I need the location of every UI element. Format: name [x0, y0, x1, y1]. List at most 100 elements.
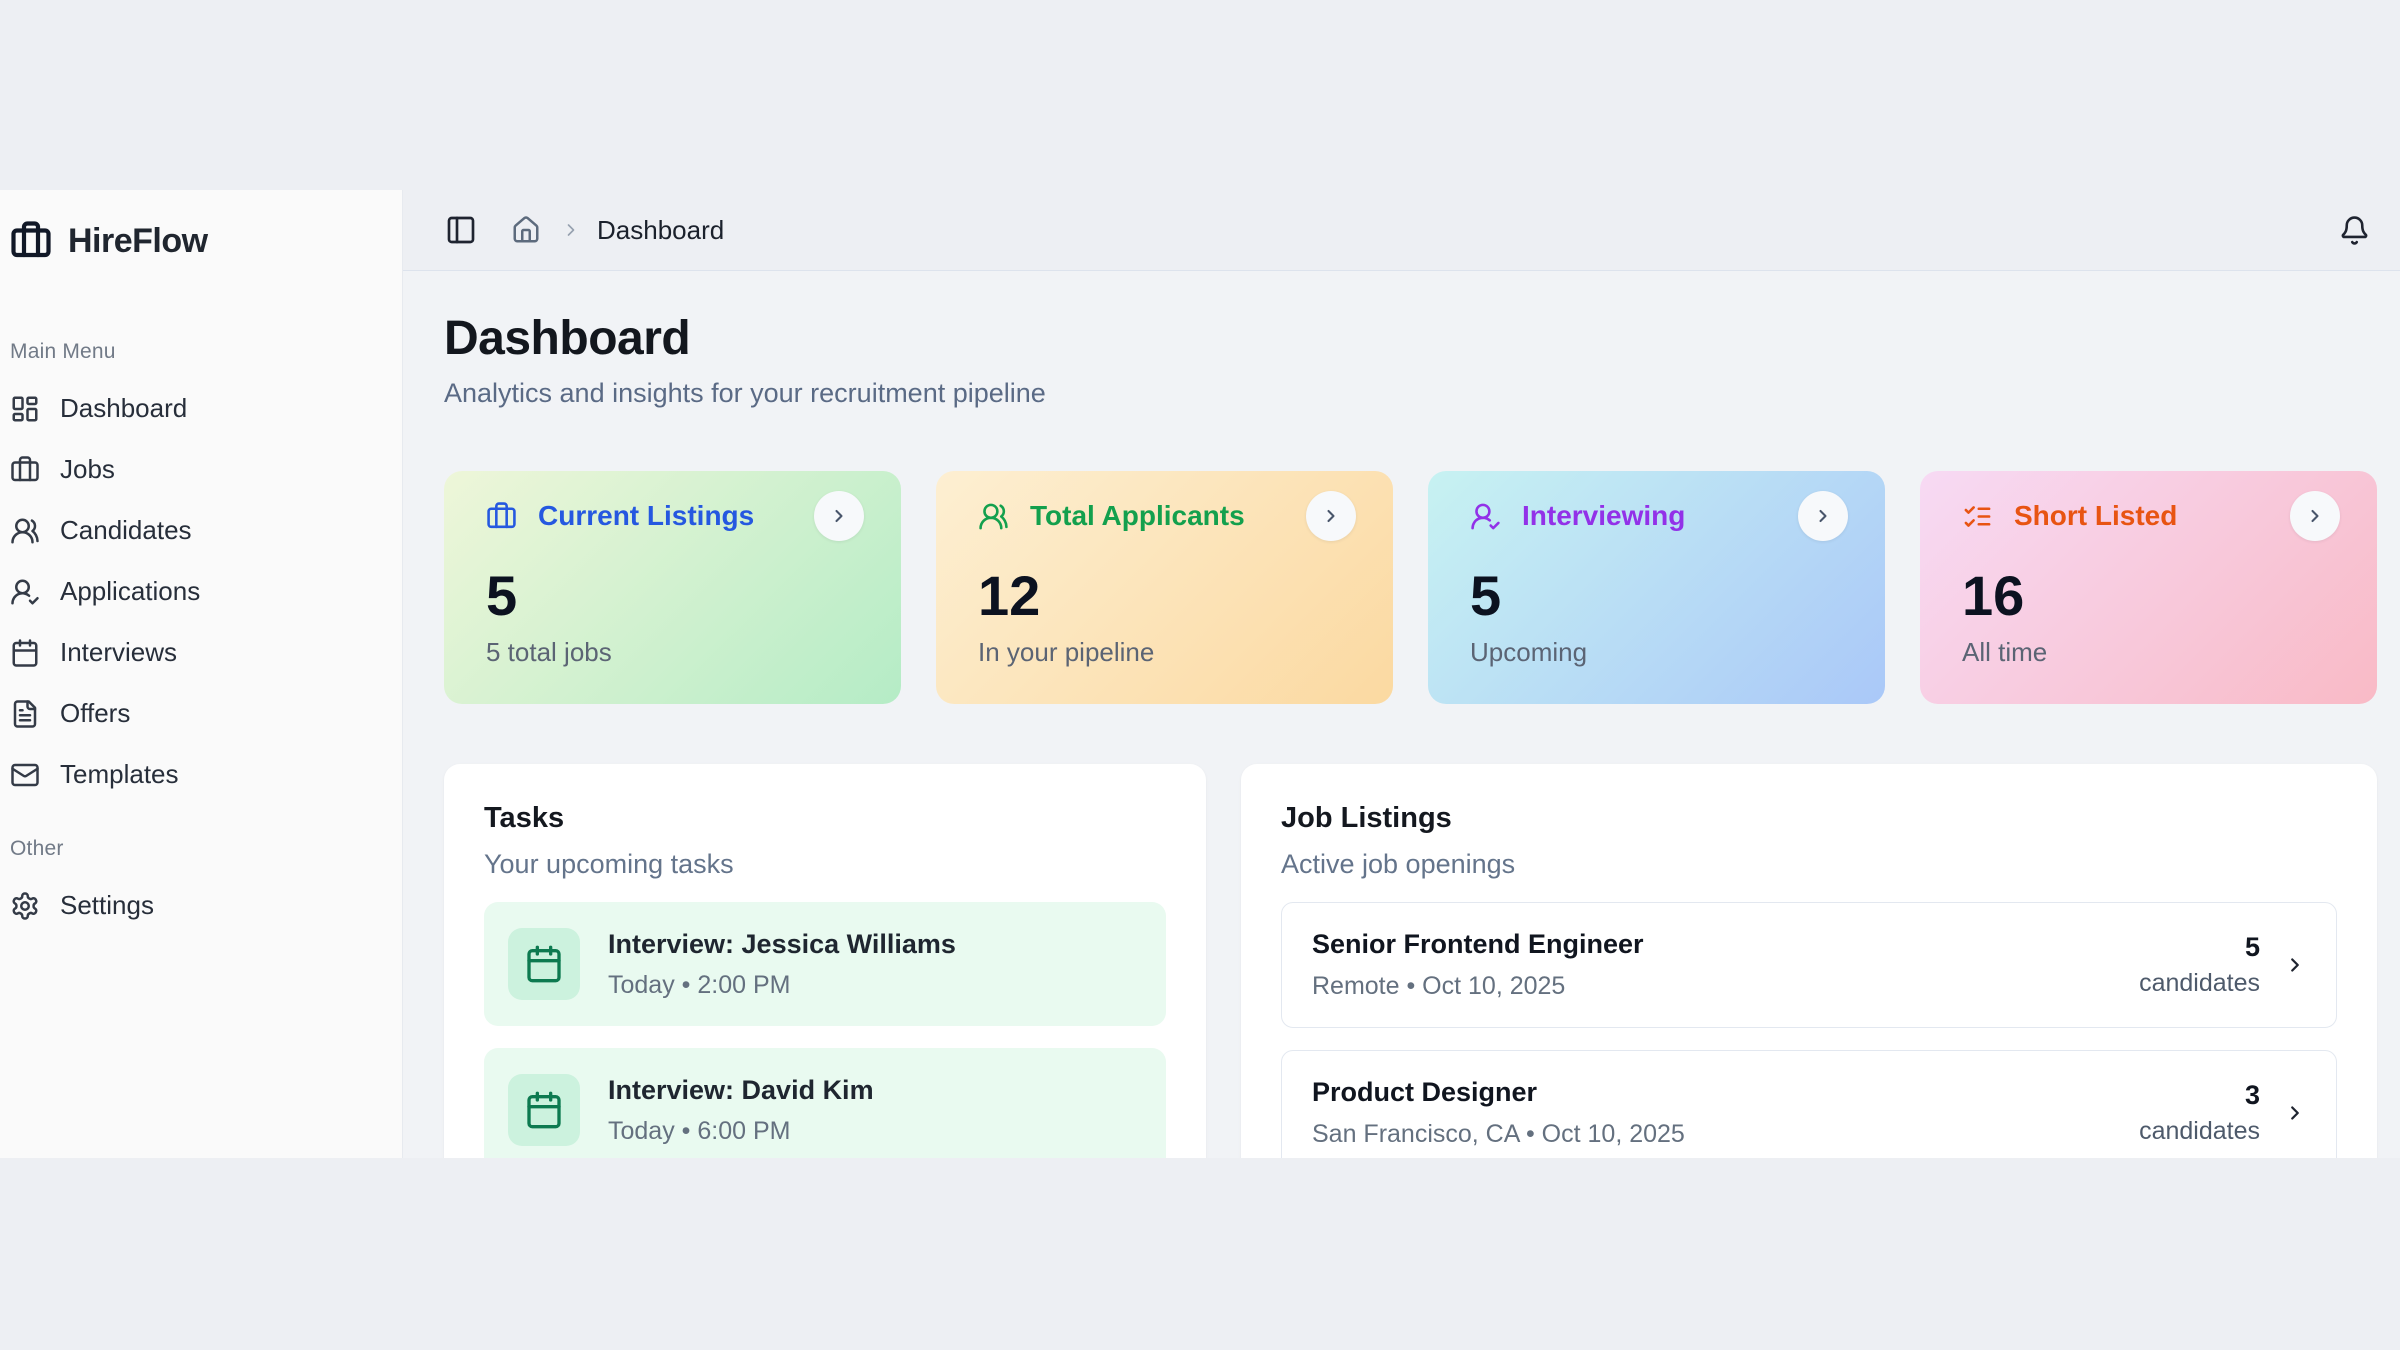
chevron-right-icon	[1327, 509, 1335, 523]
layout-dashboard-icon	[12, 396, 38, 421]
app-window: HireFlow Main Menu Dashboard Jobs Candid…	[0, 190, 2400, 1158]
brand-logo: HireFlow	[8, 220, 388, 262]
stat-caption: Upcoming	[1470, 637, 1588, 667]
sidebar: HireFlow Main Menu Dashboard Jobs Candid…	[0, 190, 403, 1158]
main-menu-nav: Dashboard Jobs Candidates Applications I…	[8, 378, 388, 805]
stat-title: Total Applicants	[1030, 500, 1245, 531]
tasks-card: Tasks Your upcoming tasks Interview: Jes…	[444, 764, 1206, 1158]
calendar-icon	[527, 945, 561, 983]
job-right: 5 candidates	[2139, 932, 2306, 998]
task-text: Interview: David Kim Today • 6:00 PM	[608, 1075, 874, 1146]
job-meta: San Francisco, CA • Oct 10, 2025	[1312, 1120, 1685, 1148]
task-time: Today • 2:00 PM	[608, 970, 791, 999]
sidebar-item-label: Applications	[60, 576, 201, 606]
chevron-right-icon	[2291, 1106, 2299, 1120]
task-time: Today • 6:00 PM	[608, 1116, 791, 1145]
bell-icon[interactable]	[2339, 215, 2370, 246]
job-listings-title: Job Listings	[1281, 802, 1452, 834]
job-listings-card: Job Listings Active job openings Senior …	[1241, 764, 2377, 1158]
breadcrumb-current: Dashboard	[597, 214, 725, 245]
users-icon	[11, 518, 39, 543]
job-candidate-label: candidates	[2139, 1117, 2260, 1145]
stat-caption: 5 total jobs	[486, 637, 612, 667]
sidebar-item-interviews[interactable]: Interviews	[8, 622, 388, 683]
sidebar-toggle-icon[interactable]	[445, 214, 477, 246]
stat-value: 16	[1962, 564, 2025, 627]
task-item[interactable]: Interview: David Kim Today • 6:00 PM	[484, 1048, 1166, 1158]
page-title: Dashboard	[444, 312, 691, 365]
sidebar-item-offers[interactable]: Offers	[8, 683, 388, 744]
content-area: Dashboard Analytics and insights for you…	[403, 271, 2400, 1158]
sidebar-item-candidates[interactable]: Candidates	[8, 500, 388, 561]
mail-icon	[11, 763, 39, 786]
job-title: Senior Frontend Engineer	[1312, 929, 1644, 959]
sidebar-item-jobs[interactable]: Jobs	[8, 439, 388, 500]
job-text: Product Designer San Francisco, CA • Oct…	[1312, 1077, 1685, 1149]
chevron-right-icon	[2291, 958, 2299, 972]
stat-title: Current Listings	[538, 500, 755, 531]
list-checks-icon	[1964, 505, 1991, 527]
job-candidate-label: candidates	[2139, 969, 2260, 997]
nav-section-other: Other	[10, 837, 64, 860]
file-text-icon	[13, 699, 37, 728]
tasks-title: Tasks	[484, 802, 565, 834]
nav-section-main-menu: Main Menu	[10, 340, 116, 363]
gear-icon	[12, 891, 38, 920]
stat-caption: In your pipeline	[978, 637, 1155, 667]
calendar-icon	[527, 1091, 561, 1129]
sidebar-item-label: Interviews	[60, 637, 178, 667]
calendar-icon	[12, 638, 38, 667]
job-candidate-count: 5	[2244, 932, 2260, 962]
stat-card-header: Short Listed	[1962, 491, 2340, 541]
task-item[interactable]: Interview: Jessica Williams Today • 2:00…	[484, 902, 1166, 1026]
stat-title: Short Listed	[2014, 500, 2178, 531]
stat-card-current-listings[interactable]: Current Listings 5 5 total jobs	[444, 471, 901, 704]
stat-caption: All time	[1962, 637, 2048, 667]
stat-card-short-listed[interactable]: Short Listed 16 All time	[1920, 471, 2377, 704]
stat-card-total-applicants[interactable]: Total Applicants 12 In your pipeline	[936, 471, 1393, 704]
briefcase-icon	[487, 501, 516, 528]
sidebar-item-dashboard[interactable]: Dashboard	[8, 378, 388, 439]
tasks-subtitle: Your upcoming tasks	[484, 849, 734, 879]
sidebar-item-templates[interactable]: Templates	[8, 744, 388, 805]
stat-arrow-button[interactable]	[1798, 491, 1848, 541]
home-icon[interactable]	[511, 215, 541, 245]
panels-row: Tasks Your upcoming tasks Interview: Jes…	[444, 764, 2377, 1158]
stat-card-interviewing[interactable]: Interviewing 5 Upcoming	[1428, 471, 1885, 704]
topbar: Dashboard	[403, 190, 2400, 271]
sidebar-item-label: Templates	[60, 759, 179, 789]
task-title: Interview: Jessica Williams	[608, 928, 956, 959]
stat-card-header: Total Applicants	[978, 491, 1356, 541]
job-title: Product Designer	[1312, 1077, 1538, 1107]
task-text: Interview: Jessica Williams Today • 2:00…	[608, 929, 956, 1000]
stats-row: Current Listings 5 5 total jobs Total Ap…	[444, 471, 2377, 704]
chevron-right-icon	[2311, 509, 2319, 523]
job-text: Senior Frontend Engineer Remote • Oct 10…	[1312, 929, 1644, 1001]
stat-arrow-button[interactable]	[2290, 491, 2340, 541]
sidebar-item-applications[interactable]: Applications	[8, 561, 388, 622]
stat-value: 12	[978, 564, 1041, 627]
chevron-right-icon	[835, 509, 843, 523]
users-icon	[979, 503, 1008, 529]
chevron-right-icon	[567, 224, 575, 236]
task-icon-container	[508, 1074, 580, 1146]
briefcase-icon	[11, 455, 39, 481]
briefcase-icon	[10, 220, 52, 262]
stat-arrow-button[interactable]	[1306, 491, 1356, 541]
stat-card-header: Current Listings	[486, 491, 864, 541]
job-count-stack: 3 candidates	[2139, 1080, 2260, 1146]
stat-title: Interviewing	[1522, 500, 1686, 531]
sidebar-item-label: Offers	[60, 698, 131, 728]
stat-value: 5	[1470, 564, 1502, 627]
page-subtitle: Analytics and insights for your recruitm…	[444, 378, 1046, 408]
other-nav: Settings	[8, 875, 388, 936]
stat-card-header: Interviewing	[1470, 491, 1848, 541]
job-listing-item[interactable]: Senior Frontend Engineer Remote • Oct 10…	[1281, 902, 2337, 1028]
sidebar-item-settings[interactable]: Settings	[8, 875, 388, 936]
sidebar-item-label: Dashboard	[60, 393, 188, 423]
chevron-right-icon	[1819, 509, 1827, 523]
stat-arrow-button[interactable]	[814, 491, 864, 541]
job-listing-item[interactable]: Product Designer San Francisco, CA • Oct…	[1281, 1050, 2337, 1158]
sidebar-item-label: Jobs	[60, 454, 115, 484]
